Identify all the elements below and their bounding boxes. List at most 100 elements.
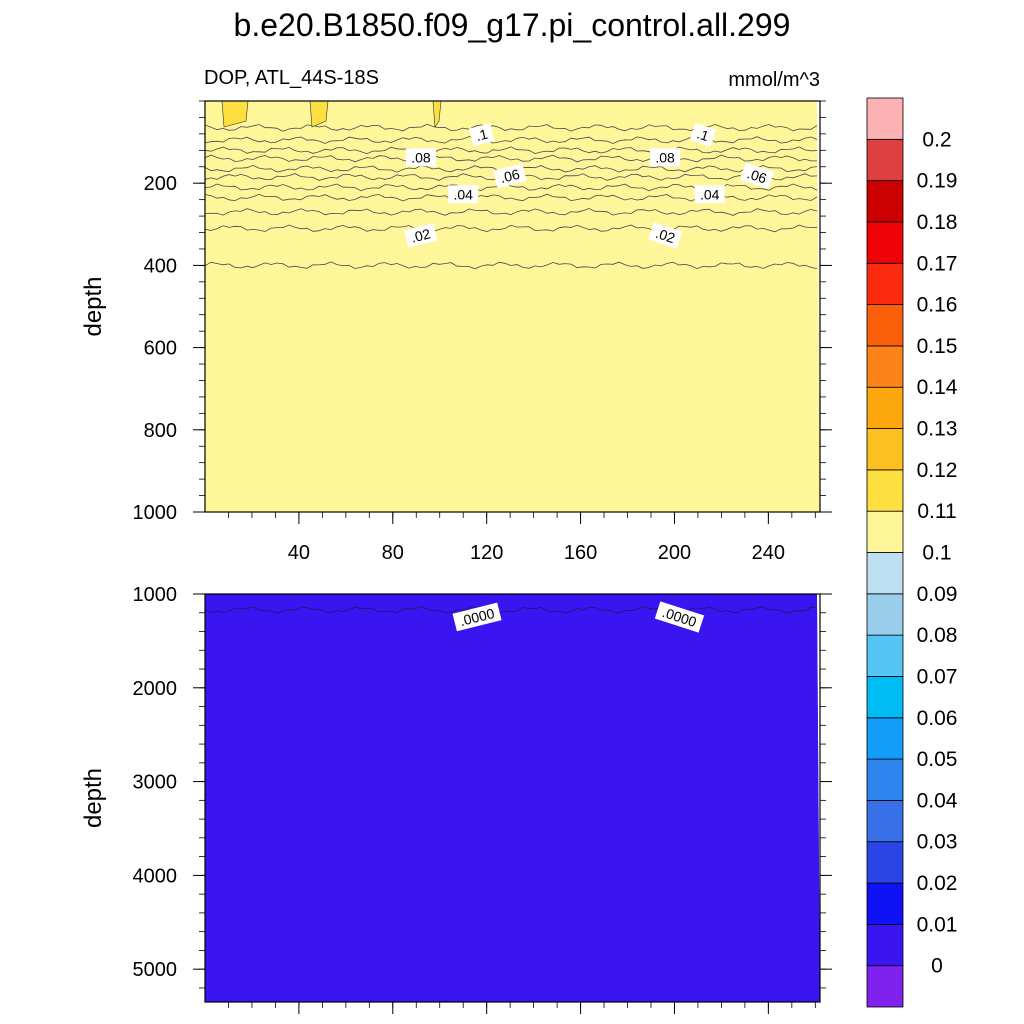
colorbar-swatch: [866, 965, 904, 1008]
contour-label-box: [739, 162, 774, 190]
contour-band: [205, 594, 820, 1002]
colorbar-label: 0.17: [917, 252, 958, 275]
chart-title: b.e20.B1850.f09_g17.pi_control.all.299: [234, 7, 791, 43]
colorbar-label: 0.07: [917, 665, 958, 688]
contour-label-box: [403, 223, 438, 248]
contour-label: .06: [493, 163, 527, 189]
colorbar-swatch: [866, 923, 904, 967]
colorbar-swatch: [866, 800, 904, 843]
y-tick-label: 5000: [133, 959, 178, 981]
colorbar-label: 0.1: [922, 542, 951, 565]
colorbar-swatch: [866, 676, 904, 719]
colorbar-swatch: [866, 593, 904, 636]
contour-label-box: [689, 122, 717, 147]
colorbar-label: 0.12: [917, 459, 958, 482]
contour-label-text: .1: [474, 126, 489, 144]
colorbar-label: 0.05: [917, 748, 958, 771]
contour-label-text: .04: [453, 186, 473, 202]
contour-label: .04: [448, 185, 479, 204]
x-tick-label: 120: [470, 542, 503, 564]
y-axis-title: depth: [80, 276, 107, 336]
colorbar-swatch: [866, 717, 904, 760]
colorbar-swatch: [866, 634, 904, 677]
contour-label-text: .1: [695, 125, 711, 144]
contour-label-box: [452, 602, 502, 632]
contour-label-box: [405, 148, 436, 167]
colorbar-label: 0.15: [917, 335, 958, 358]
colorbar-swatch: [866, 138, 904, 182]
contour-label-box: [493, 163, 527, 189]
colorbar-label: 0.08: [917, 624, 958, 647]
contour-line: [204, 146, 818, 155]
colorbar-swatch: [866, 428, 904, 471]
contour-label: .02: [648, 222, 683, 249]
colorbar-swatch: [866, 97, 904, 140]
contour-label-box: [468, 123, 495, 147]
contour-line: [204, 136, 818, 144]
colorbar-swatch: [866, 304, 904, 347]
contour-label-text: .08: [655, 149, 675, 165]
x-tick-label: 160: [564, 542, 597, 564]
contour-label-text: .06: [745, 165, 769, 186]
x-tick-label: 80: [382, 542, 404, 564]
colorbar-label: 0.09: [917, 583, 958, 606]
colorbar-swatch: [866, 469, 904, 512]
y-tick-label: 4000: [133, 865, 178, 887]
contour-line: [204, 123, 818, 132]
colorbar-label: 0.04: [917, 789, 958, 812]
contour-band: [205, 101, 820, 512]
contour-label: .04: [694, 185, 725, 204]
colorbar-label: 0.2: [922, 128, 951, 151]
contour-label: .08: [650, 148, 681, 167]
contour-label-box: [694, 185, 725, 204]
contour-label: .1: [468, 123, 495, 147]
colorbar-swatch: [866, 221, 904, 264]
x-tick-label: 240: [752, 542, 785, 564]
x-tick-label: 200: [658, 542, 691, 564]
contour-line: [204, 606, 818, 614]
colorbar: 0 0.01 0.02 0.03 0.04 0.05 0.06 0.07 0.08 0.09 0.1…: [866, 97, 958, 1008]
contour-label-box: [648, 222, 683, 249]
colorbar-swatch: [866, 180, 904, 223]
colorbar-swatch: [866, 386, 904, 429]
colorbar-swatch: [866, 262, 904, 305]
contour-line: [204, 261, 818, 270]
y-tick-label: 200: [144, 173, 177, 195]
y-axis-title: depth: [80, 768, 107, 828]
y-tick-label: 1000: [133, 584, 178, 606]
contour-label-text: .02: [654, 225, 678, 246]
colorbar-label: 0: [931, 955, 943, 978]
contour-label: .06: [739, 162, 774, 190]
colorbar-swatch: [866, 345, 904, 388]
y-tick-label: 400: [144, 255, 177, 277]
contour-line: [204, 224, 818, 233]
contour-line: [204, 154, 817, 163]
variable-region-label: DOP, ATL_44S-18S: [204, 67, 379, 89]
colorbar-label: 0.18: [917, 211, 958, 234]
plot-frame: [204, 100, 821, 513]
y-tick-label: 600: [144, 338, 177, 360]
colorbar-label: 0.01: [917, 913, 958, 936]
colorbar-label: 0.14: [917, 376, 958, 399]
plot-frame: [204, 593, 821, 1003]
contour-label-box: [448, 185, 479, 204]
contour-label-box: [654, 601, 705, 633]
contour-label-text: .04: [700, 186, 720, 202]
y-tick-label: 1000: [133, 502, 178, 524]
upper-depth-panel: 200 400 600 800 1000 40 80 120 160 200 240 depth .1.…: [80, 100, 832, 564]
contour-line: [204, 208, 818, 216]
colorbar-label: 0.13: [917, 418, 958, 441]
colorbar-label: 0.16: [917, 294, 958, 317]
y-tick-label: 2000: [133, 678, 178, 700]
colorbar-label: 0.19: [917, 170, 958, 193]
contour-label: .02: [403, 223, 438, 248]
colorbar-label: 0.02: [917, 872, 958, 895]
contour-label: .1: [689, 122, 717, 147]
contour-label-box: [650, 148, 681, 167]
y-tick-label: 3000: [133, 772, 178, 794]
colorbar-swatch: [866, 882, 904, 925]
colorbar-swatch: [866, 758, 904, 801]
y-tick-label: 800: [144, 420, 177, 442]
